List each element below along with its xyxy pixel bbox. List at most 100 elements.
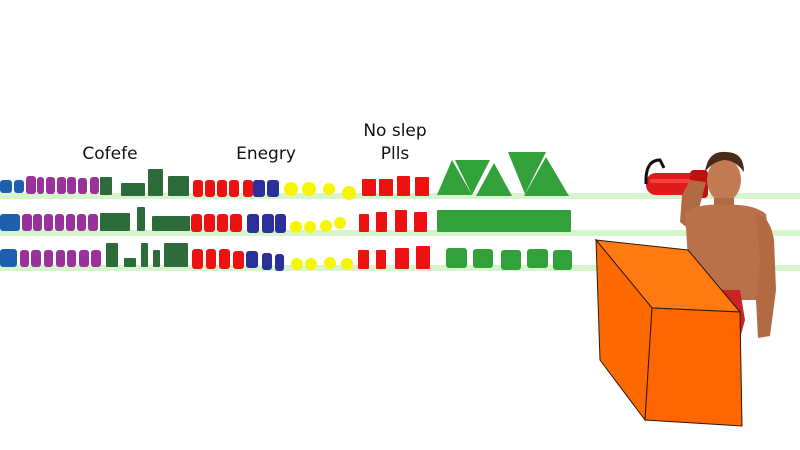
purple-block — [57, 177, 66, 194]
orange-box-icon — [594, 238, 743, 427]
red-block — [192, 249, 203, 269]
red-block — [414, 212, 427, 232]
red-block — [379, 179, 393, 196]
green-triangle-icon — [437, 160, 472, 195]
yellow-dot — [305, 258, 317, 270]
blue-block — [0, 249, 17, 267]
dark-green-block — [148, 169, 163, 196]
red-block — [415, 177, 429, 196]
purple-block — [22, 214, 32, 231]
triangle-group — [437, 152, 569, 196]
purple-block — [67, 250, 76, 267]
dark-green-block — [141, 243, 148, 267]
red-block — [191, 214, 202, 232]
yellow-dot — [291, 258, 303, 270]
green-triangle-icon — [476, 163, 512, 196]
dark-green-block — [164, 243, 188, 267]
purple-block — [90, 177, 99, 194]
purple-block — [44, 250, 53, 267]
navy-block — [267, 180, 279, 197]
purple-block — [31, 250, 41, 267]
red-block — [397, 176, 410, 196]
dark-green-block — [137, 207, 145, 231]
red-block — [376, 250, 386, 269]
red-block — [193, 180, 203, 197]
coffee-label: Cofefe — [82, 144, 138, 164]
red-block — [230, 214, 242, 232]
yellow-dot — [341, 258, 353, 270]
purple-block — [26, 176, 36, 194]
dark-green-block — [124, 258, 136, 267]
yellow-dot — [334, 217, 346, 229]
dark-green-block — [121, 183, 145, 196]
yellow-dot — [284, 182, 298, 196]
navy-block — [246, 251, 258, 268]
dark-green-block — [168, 176, 189, 196]
red-block — [217, 214, 228, 232]
purple-block — [44, 214, 53, 231]
bright-green-block — [446, 248, 467, 268]
purple-block — [88, 214, 98, 231]
yellow-dot — [302, 182, 316, 196]
red-block — [243, 180, 253, 197]
dark-green-block — [153, 250, 160, 267]
bright-green-block — [553, 250, 572, 270]
purple-block — [20, 250, 29, 267]
purple-block — [37, 177, 44, 194]
pills-label-line-1: No slep — [363, 121, 427, 141]
yellow-dot — [320, 220, 332, 232]
purple-block — [67, 177, 76, 194]
blue-block — [0, 214, 20, 231]
dark-green-block — [100, 213, 130, 231]
navy-block — [253, 180, 265, 197]
green-triangle-icon — [508, 152, 546, 194]
track-line-2 — [0, 230, 800, 236]
green-triangle-icon — [455, 160, 490, 195]
purple-block — [78, 178, 87, 194]
bright-green-block — [473, 249, 493, 268]
red-block — [359, 214, 369, 232]
navy-block — [262, 253, 272, 270]
green-triangle-icon — [524, 157, 569, 196]
pills-label-line-2: Plls — [380, 144, 410, 164]
red-block — [395, 210, 407, 232]
bright-green-block — [527, 249, 548, 268]
yellow-dot — [323, 183, 335, 195]
red-block — [204, 214, 215, 232]
purple-block — [55, 214, 64, 231]
purple-block — [77, 214, 86, 231]
navy-block — [275, 214, 286, 233]
purple-block — [56, 250, 65, 267]
red-block — [376, 212, 387, 232]
red-block — [233, 251, 244, 269]
dark-green-block — [106, 243, 118, 267]
red-block — [358, 250, 369, 269]
red-block — [205, 180, 215, 197]
red-block — [362, 179, 376, 196]
blue-block — [14, 180, 24, 193]
red-block — [395, 248, 409, 269]
red-block — [229, 180, 239, 197]
navy-block — [262, 214, 274, 233]
blue-block — [0, 180, 12, 193]
purple-block — [46, 177, 55, 194]
bright-green-block — [501, 250, 521, 270]
red-block — [206, 249, 216, 269]
yellow-dot — [290, 221, 302, 233]
red-block — [416, 246, 430, 269]
purple-block — [91, 250, 101, 267]
yellow-dot — [324, 257, 336, 269]
navy-block — [247, 214, 259, 233]
block-rows — [0, 169, 572, 271]
purple-block — [66, 214, 75, 231]
yellow-dot — [304, 221, 316, 233]
yellow-dot — [342, 186, 356, 200]
purple-block — [79, 250, 89, 267]
dark-green-block — [100, 177, 112, 195]
energy-label: Enegry — [236, 144, 296, 164]
red-block — [217, 180, 227, 197]
red-block — [219, 249, 230, 269]
navy-block — [275, 254, 284, 271]
dark-green-block — [152, 216, 190, 231]
